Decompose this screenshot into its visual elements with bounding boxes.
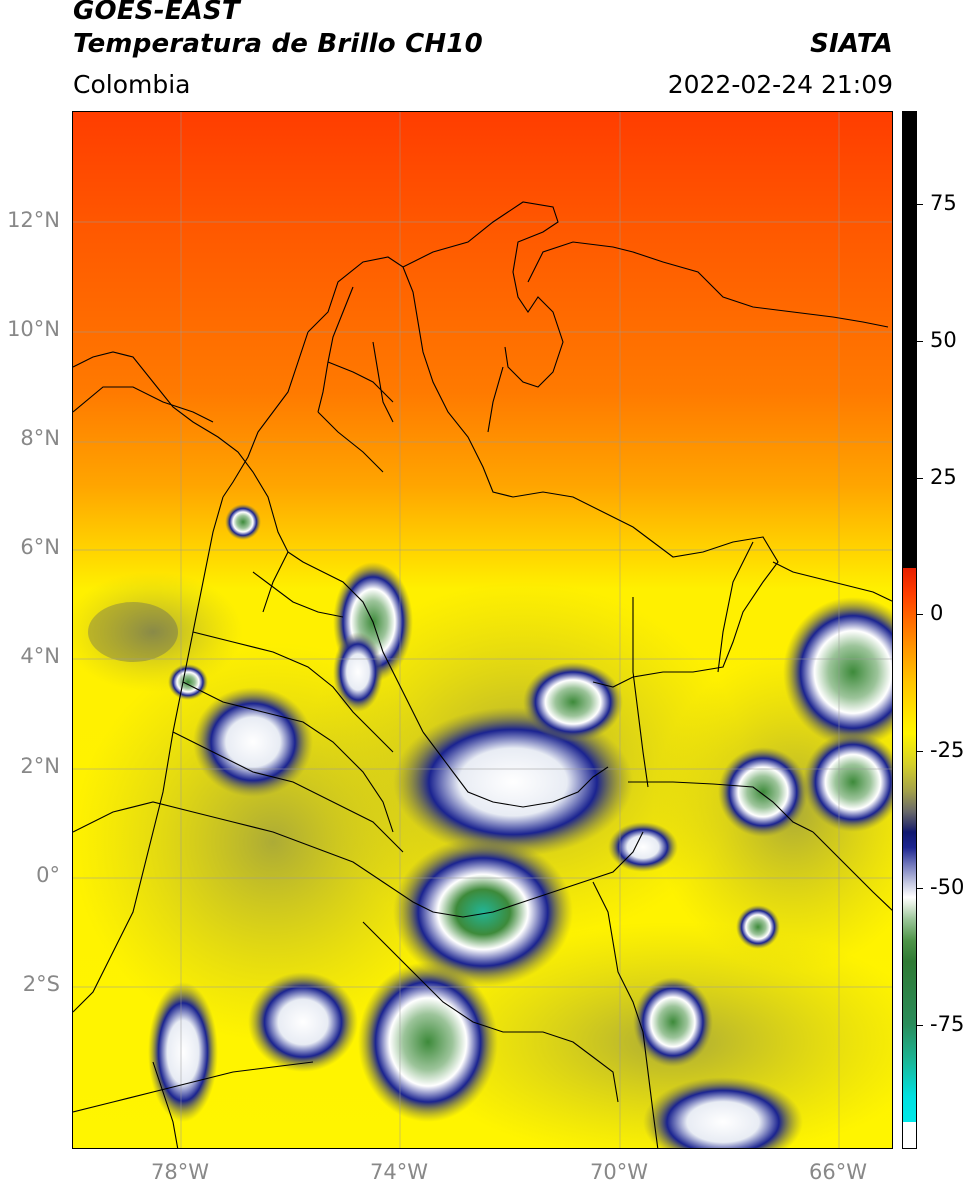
colorbar-label-75: 75 [930, 191, 957, 215]
title-line2: Temperatura de Brillo CH10 [73, 29, 483, 59]
colorbar-label-50: 50 [930, 328, 957, 352]
lat-label-4n: 4°N [20, 644, 60, 668]
colorbar-tick [917, 751, 923, 752]
lon-label-74w: 74°W [370, 1160, 428, 1184]
region-label: Colombia [73, 70, 191, 99]
lon-label-70w: 70°W [590, 1160, 648, 1184]
colorbar-label-25: 25 [930, 465, 957, 489]
colorbar-tick [917, 1025, 923, 1026]
lat-label-2s: 2°S [22, 972, 60, 996]
org-label: SIATA [810, 29, 893, 59]
colorbar-tick [917, 204, 923, 205]
colorbar [902, 111, 917, 1149]
colorbar-label-0: 0 [930, 601, 944, 625]
satellite-map[interactable] [72, 111, 893, 1149]
colorbar-label-minus75: -75 [930, 1012, 965, 1036]
lon-label-66w: 66°W [809, 1160, 867, 1184]
colorbar-tick [917, 888, 923, 889]
title-line1: GOES-EAST [73, 0, 240, 26]
lon-label-78w: 78°W [151, 1160, 209, 1184]
map-canvas [73, 112, 892, 1148]
datetime-label: 2022-02-24 21:09 [667, 70, 893, 99]
lat-label-0: 0° [36, 863, 60, 887]
lat-label-10n: 10°N [7, 317, 60, 341]
lat-label-6n: 6°N [20, 535, 60, 559]
colorbar-tick [917, 341, 923, 342]
colorbar-label-minus50: -50 [930, 875, 965, 899]
lat-label-2n: 2°N [20, 754, 60, 778]
colorbar-label-minus25: -25 [930, 738, 965, 762]
colorbar-tick [917, 614, 923, 615]
colorbar-tick [917, 478, 923, 479]
lat-label-12n: 12°N [7, 208, 60, 232]
lat-label-8n: 8°N [20, 426, 60, 450]
